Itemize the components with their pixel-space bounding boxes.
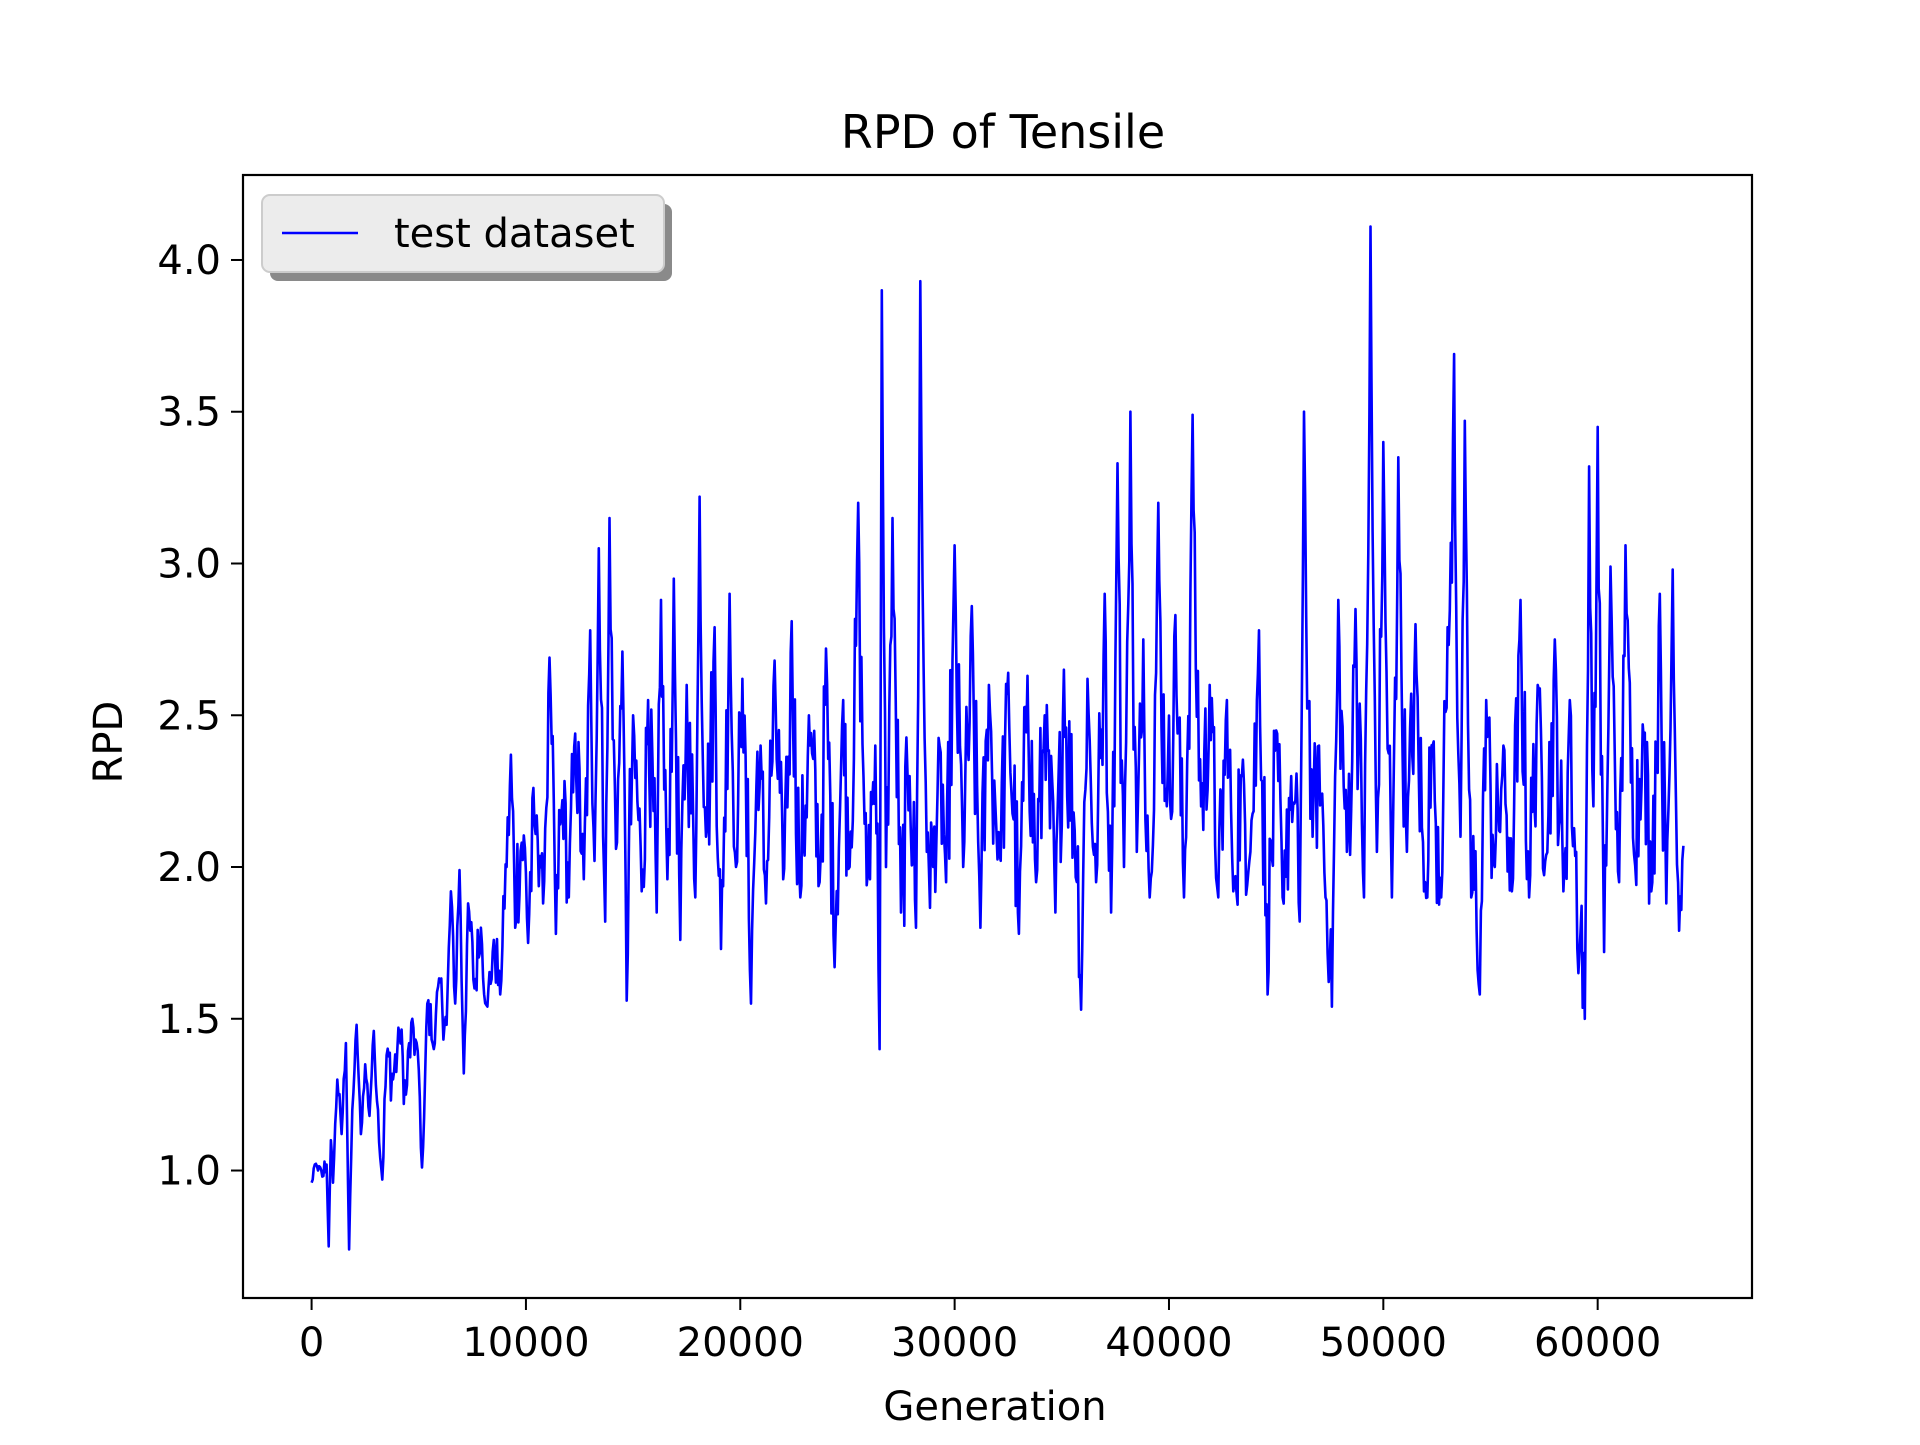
- y-tick-label: 2.0: [157, 845, 221, 891]
- y-tick-label: 3.0: [157, 541, 221, 587]
- x-tick-label: 60000: [1534, 1320, 1661, 1366]
- x-tick-label: 0: [299, 1320, 324, 1366]
- y-tick-label: 1.5: [157, 997, 221, 1043]
- x-tick-label: 30000: [891, 1320, 1018, 1366]
- chart-title: RPD of Tensile: [841, 105, 1165, 159]
- y-tick-label: 4.0: [157, 238, 221, 284]
- x-tick-label: 50000: [1320, 1320, 1447, 1366]
- y-tick-label: 3.5: [157, 390, 221, 436]
- y-tick-label: 2.5: [157, 693, 221, 739]
- legend: test dataset: [261, 194, 672, 281]
- x-axis: 0 10000 20000 30000 40000 50000 60000: [299, 1298, 1661, 1366]
- legend-entry-label: test dataset: [394, 211, 635, 257]
- y-axis-label: RPD: [86, 701, 132, 784]
- x-tick-label: 40000: [1105, 1320, 1232, 1366]
- x-tick-label: 20000: [677, 1320, 804, 1366]
- x-axis-label: Generation: [883, 1384, 1106, 1430]
- plot-frame: [241, 173, 1754, 1300]
- legend-box: [261, 194, 665, 273]
- x-tick-label: 10000: [462, 1320, 589, 1366]
- plot-area: [241, 173, 1754, 1300]
- y-tick-label: 1.0: [157, 1149, 221, 1195]
- series-line-test-dataset: [310, 225, 1685, 1251]
- y-axis: 1.0 1.5 2.0 2.5 3.0 3.5 4.0: [157, 238, 243, 1195]
